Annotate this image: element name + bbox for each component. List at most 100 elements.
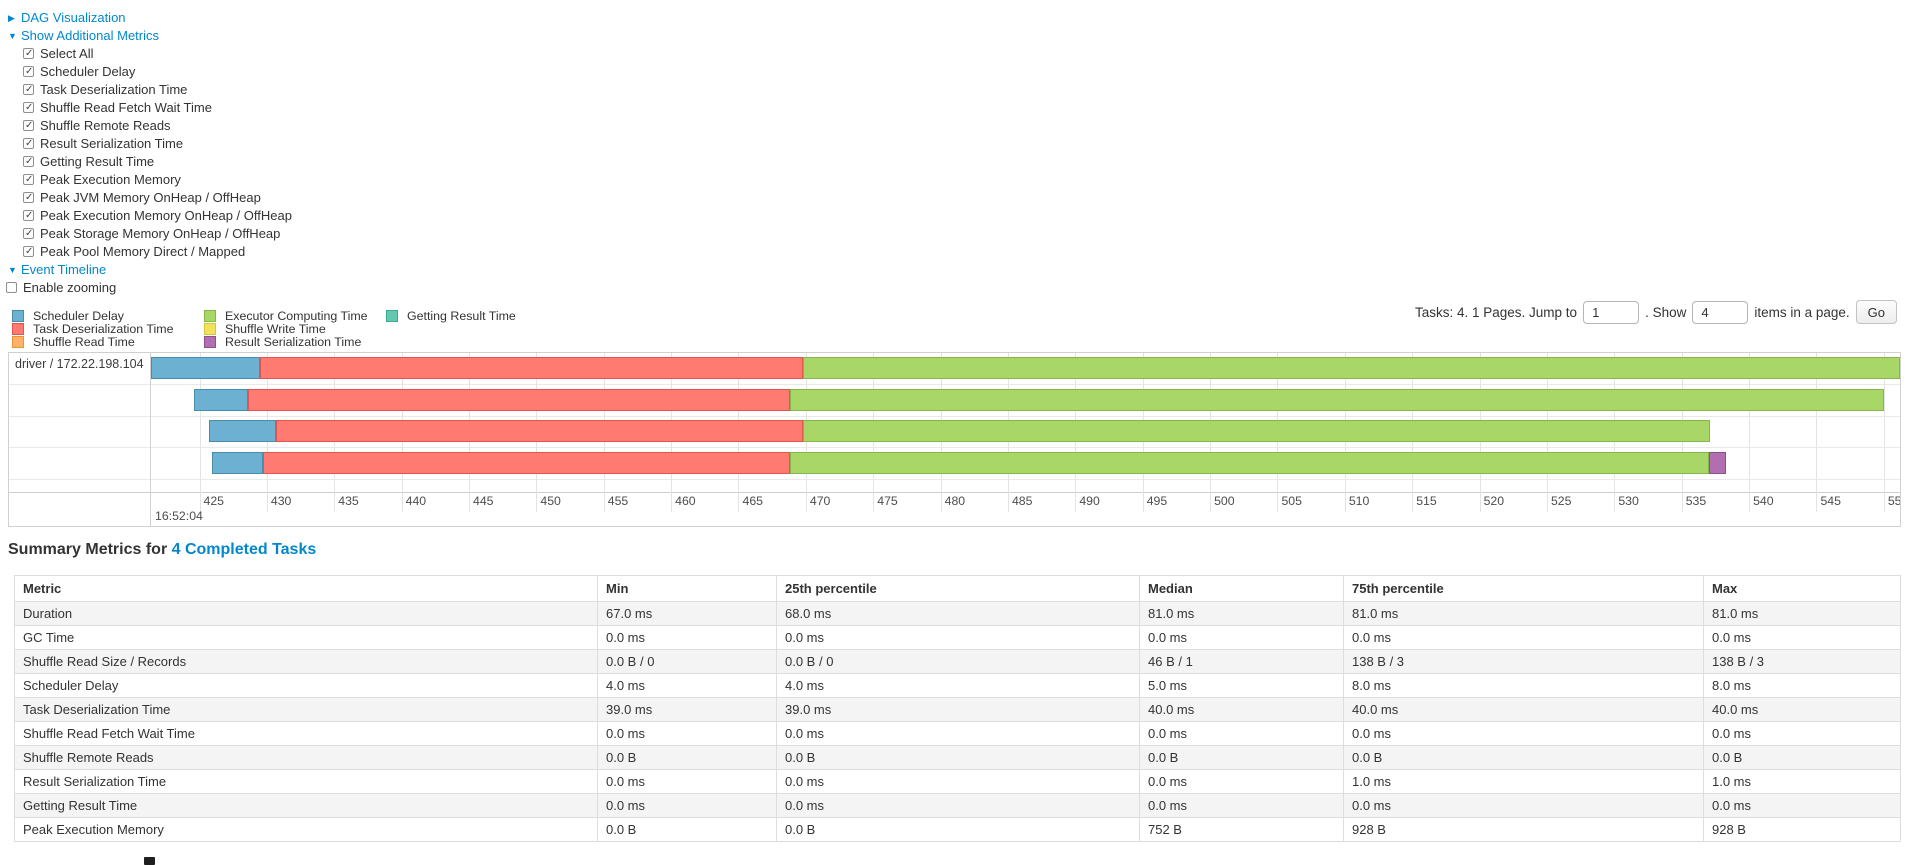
metric-checkbox[interactable]: [23, 153, 34, 171]
task-bar-segment-result-serialization[interactable]: [1708, 451, 1727, 474]
metric-checkbox-label: Task Deserialization Time: [40, 82, 188, 97]
legend-column: Scheduler Delay Task Deserialization Time…: [12, 309, 173, 349]
axis-major-label: 16:52:04: [155, 509, 203, 523]
task-bar-segment-scheduler-delay[interactable]: [151, 357, 261, 379]
axis-tick-label: 485: [1011, 494, 1033, 508]
gridline: [1816, 353, 1818, 512]
metric-checkbox-row: Peak Execution Memory: [8, 171, 292, 189]
metric-value-cell: 138 B / 3: [1343, 649, 1704, 674]
metric-value-cell: 8.0 ms: [1703, 673, 1901, 698]
metric-value-cell: 40.0 ms: [1703, 697, 1901, 722]
task-bar-segment-executor-computing[interactable]: [803, 420, 1710, 443]
summary-metrics-title: Summary Metrics for 4 Completed Tasks: [8, 541, 316, 559]
table-row: GC Time 0.0 ms 0.0 ms 0.0 ms 0.0 ms 0.0 ms: [14, 625, 1901, 650]
metric-name-cell: Duration: [14, 601, 598, 626]
task-bar-segment-task-deserialization[interactable]: [260, 357, 804, 379]
table-row: Getting Result Time 0.0 ms 0.0 ms 0.0 ms 0.0…: [14, 793, 1901, 818]
legend-item-getting-result: Getting Result Time: [386, 309, 516, 323]
task-bar-segment-task-deserialization[interactable]: [248, 388, 790, 411]
task-bar-segment-executor-computing[interactable]: [803, 357, 1900, 379]
event-timeline-toggle[interactable]: ▼ Event Timeline: [8, 261, 292, 279]
table-row: Peak Execution Memory 0.0 B 0.0 B 752 B 928 …: [14, 817, 1901, 842]
caret-down-icon: ▼: [8, 265, 17, 275]
table-header-cell: Median: [1139, 575, 1344, 602]
metric-checkbox[interactable]: [23, 243, 34, 261]
metric-value-cell: 752 B: [1139, 817, 1344, 842]
metric-value-cell: 0.0 ms: [776, 721, 1140, 746]
metric-checkbox[interactable]: [23, 63, 34, 81]
event-timeline-label: Event Timeline: [21, 262, 107, 277]
table-row: Shuffle Read Fetch Wait Time 0.0 ms 0.0 ms…: [14, 721, 1901, 746]
metric-checkbox[interactable]: [23, 207, 34, 225]
metric-value-cell: 40.0 ms: [1139, 697, 1344, 722]
metric-checkbox[interactable]: [23, 135, 34, 153]
axis-tick-label: 525: [1550, 494, 1572, 508]
executor-computing-swatch-icon: [204, 309, 216, 322]
axis-tick-label: 530: [1618, 494, 1639, 508]
metric-checkbox[interactable]: [23, 45, 34, 63]
row-separator: [9, 384, 1900, 385]
row-separator: [9, 416, 1900, 417]
tasks-count-text: Tasks: 4. 1 Pages. Jump to: [1414, 304, 1578, 320]
task-bar-segment-task-deserialization[interactable]: [276, 420, 804, 443]
axis-tick-label: 495: [1146, 494, 1168, 508]
show-additional-metrics-toggle[interactable]: ▼ Show Additional Metrics: [8, 27, 292, 45]
metric-checkbox-label: Peak Execution Memory: [40, 172, 181, 187]
enable-zooming-checkbox[interactable]: [6, 282, 17, 293]
legend-label: Shuffle Read Time: [33, 335, 135, 350]
legend-item-executor-computing: Executor Computing Time: [204, 309, 368, 323]
metric-value-cell: 0.0 ms: [1703, 625, 1901, 650]
axis-tick-label: 540: [1753, 494, 1774, 508]
metric-value-cell: 0.0 ms: [1139, 793, 1344, 818]
legend-label: Scheduler Delay: [33, 308, 124, 323]
metric-checkbox[interactable]: [23, 81, 34, 99]
row-separator: [9, 479, 1900, 480]
items-per-page-input[interactable]: [1692, 300, 1749, 324]
legend-item-result-serialization: Result Serialization Time: [204, 335, 368, 349]
metric-checkbox-row: Shuffle Remote Reads: [8, 117, 292, 135]
task-bar-segment-task-deserialization[interactable]: [262, 451, 790, 474]
metric-checkbox-label: Peak JVM Memory OnHeap / OffHeap: [40, 190, 261, 205]
shuffle-read-swatch-icon: [12, 336, 24, 349]
metric-checkbox[interactable]: [23, 117, 34, 135]
metric-value-cell: 0.0 ms: [776, 793, 1140, 818]
metric-value-cell: 0.0 ms: [597, 793, 777, 818]
task-bar-segment-scheduler-delay[interactable]: [194, 388, 248, 411]
metric-value-cell: 67.0 ms: [597, 601, 777, 626]
task-bar-segment-scheduler-delay[interactable]: [211, 451, 263, 474]
table-row: Task Deserialization Time 39.0 ms 39.0 ms 4…: [14, 697, 1901, 722]
metric-value-cell: 0.0 B: [1703, 745, 1901, 770]
metric-value-cell: 81.0 ms: [1703, 601, 1901, 626]
axis-tick-label: 440: [405, 494, 427, 508]
metric-checkbox[interactable]: [23, 189, 34, 207]
metric-name-cell: Shuffle Remote Reads: [14, 745, 598, 770]
axis-tick-label: 550: [1887, 494, 1900, 508]
metric-name-cell: Result Serialization Time: [14, 769, 598, 794]
metric-checkbox-row: Select All: [8, 45, 292, 63]
task-bar-segment-executor-computing[interactable]: [789, 451, 1709, 474]
scheduler-delay-swatch-icon: [12, 309, 24, 322]
task-bar-segment-scheduler-delay[interactable]: [208, 420, 277, 443]
metric-value-cell: 4.0 ms: [597, 673, 777, 698]
metric-checkbox[interactable]: [23, 171, 34, 189]
metric-checkbox-label: Getting Result Time: [40, 154, 155, 169]
table-header-cell: Min: [597, 575, 777, 602]
axis-tick-label: 445: [473, 494, 494, 508]
go-button[interactable]: Go: [1855, 300, 1897, 324]
axis-tick-label: 545: [1820, 494, 1841, 508]
metric-value-cell: 0.0 ms: [1343, 625, 1704, 650]
axis-tick-label: 535: [1685, 494, 1707, 508]
metric-checkbox[interactable]: [23, 225, 34, 243]
metric-checkbox[interactable]: [23, 99, 34, 117]
task-bar-segment-executor-computing[interactable]: [789, 388, 1884, 411]
result-serialization-swatch-icon: [204, 336, 216, 349]
metric-value-cell: 0.0 ms: [597, 625, 777, 650]
metric-checkbox-label: Result Serialization Time: [40, 136, 184, 151]
legend-label: Shuffle Write Time: [225, 322, 326, 337]
metric-name-cell: Peak Execution Memory: [14, 817, 598, 842]
jump-to-page-input[interactable]: [1583, 300, 1640, 324]
axis-tick-label: 430: [270, 494, 292, 508]
dag-visualization-toggle[interactable]: ▶ DAG Visualization: [8, 9, 292, 27]
dag-visualization-label: DAG Visualization: [21, 10, 126, 25]
metric-checkbox-label: Shuffle Remote Reads: [40, 118, 171, 133]
